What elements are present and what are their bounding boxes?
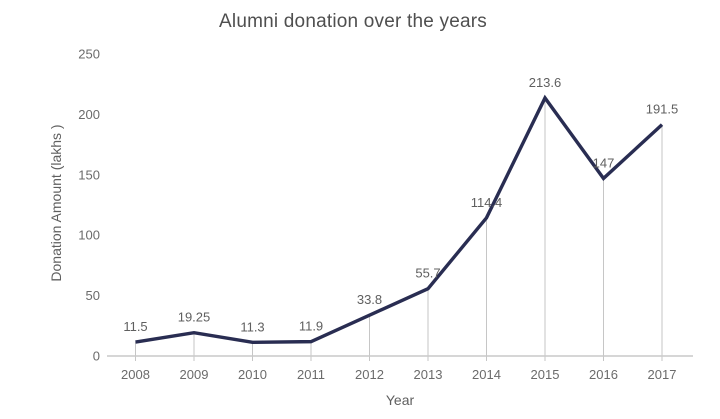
data-point-label: 213.6 <box>529 75 562 90</box>
x-tick-label: 2011 <box>297 367 325 382</box>
x-tick-label: 2010 <box>238 367 267 382</box>
y-tick-label: 50 <box>86 288 100 303</box>
x-tick-label: 2017 <box>648 367 677 382</box>
data-point-label: 33.8 <box>357 292 382 307</box>
x-tick-label: 2015 <box>531 367 560 382</box>
y-tick-label: 200 <box>78 107 100 122</box>
y-tick-label: 100 <box>78 228 100 243</box>
data-point-label: 11.5 <box>123 319 147 334</box>
x-tick-label: 2009 <box>180 367 209 382</box>
data-point-label: 11.9 <box>299 319 323 334</box>
data-point-label: 11.3 <box>240 319 264 334</box>
x-tick-label: 2014 <box>472 367 501 382</box>
data-point-label: 19.25 <box>178 310 211 325</box>
data-series-line <box>135 94 664 345</box>
x-tick-label: 2008 <box>121 367 150 382</box>
x-tick-label: 2016 <box>589 367 618 382</box>
chart-title: Alumni donation over the years <box>219 11 487 32</box>
y-tick-label: 150 <box>78 167 100 182</box>
data-point-label: 147 <box>593 155 615 170</box>
x-axis-title: Year <box>385 392 415 408</box>
y-tick-label: 250 <box>78 47 100 62</box>
data-point-label: 55.7 <box>415 266 440 281</box>
y-tick-label: 0 <box>93 349 100 364</box>
data-point-label: 114.4 <box>471 195 503 210</box>
x-tick-label: 2012 <box>355 367 384 382</box>
x-tick-label: 2013 <box>414 367 443 382</box>
data-point-label: 191.5 <box>646 102 679 117</box>
